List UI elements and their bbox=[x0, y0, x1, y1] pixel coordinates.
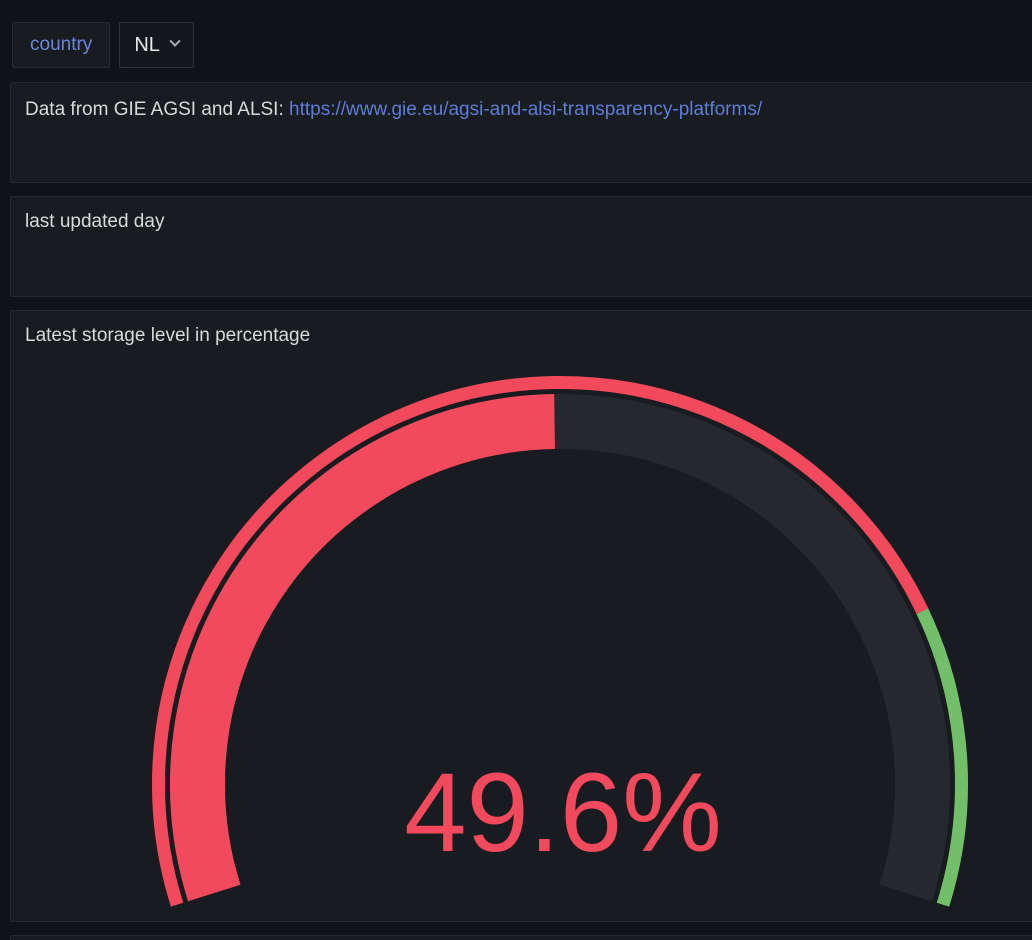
text-panel-data-source: Data from GIE AGSI and ALSI: https://www… bbox=[10, 82, 1032, 183]
panel-last-updated-day: last updated day bbox=[10, 196, 1032, 297]
panel-storage-gauge: Latest storage level in percentage 49.6% bbox=[10, 310, 1032, 922]
panel-title-last-updated-day: last updated day bbox=[25, 211, 165, 232]
info-text-block: Data from GIE AGSI and ALSI: https://www… bbox=[11, 83, 1032, 137]
panel-title-storage-level: Latest storage level in percentage bbox=[25, 325, 311, 346]
info-text-prefix: Data from GIE AGSI and ALSI: bbox=[25, 99, 290, 120]
variable-row: country NL bbox=[12, 22, 194, 68]
chevron-down-icon bbox=[169, 35, 181, 47]
variable-value-picker[interactable]: NL bbox=[119, 22, 194, 68]
gie-transparency-link[interactable]: https://www.gie.eu/agsi-and-alsi-transpa… bbox=[289, 99, 763, 120]
variable-label-country: country bbox=[12, 22, 111, 68]
gauge-chart: 49.6% bbox=[152, 376, 968, 907]
gauge-value-text: 49.6% bbox=[404, 750, 722, 875]
next-panel-partial bbox=[10, 935, 1032, 940]
variable-selected-value: NL bbox=[134, 33, 160, 56]
